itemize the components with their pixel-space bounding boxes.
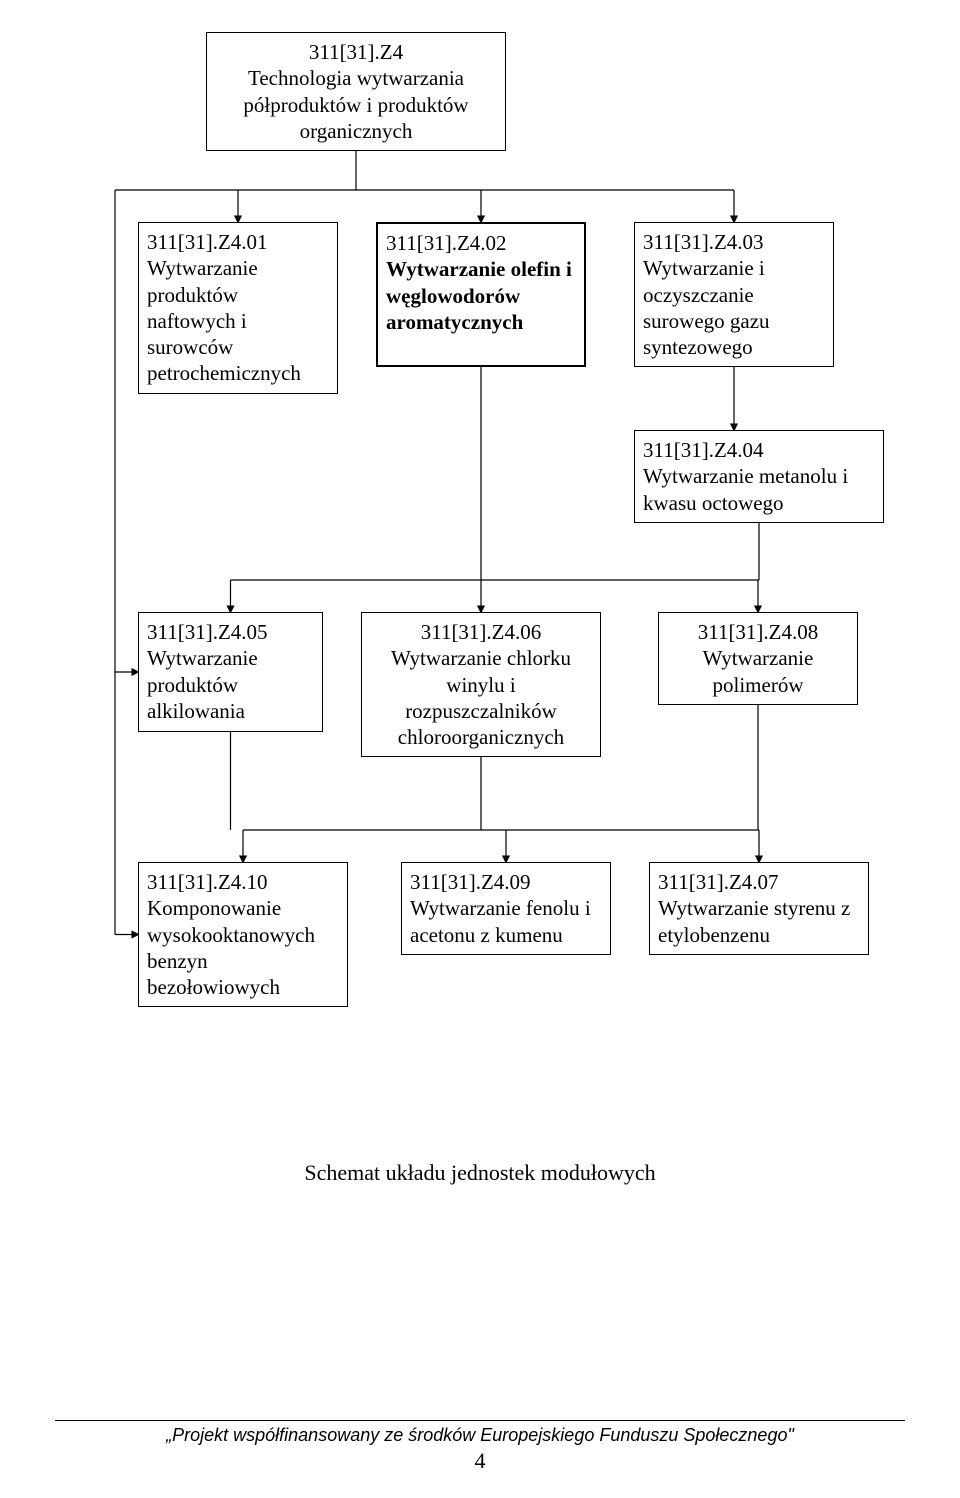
node-text: Wytwarzanie produktów naftowych i surowc… xyxy=(147,256,301,385)
node-code: 311[31].Z4.03 xyxy=(643,230,764,254)
node-code: 311[31].Z4.08 xyxy=(698,620,819,644)
node-code: 311[31].Z4.02 xyxy=(386,231,507,255)
node-code: 311[31].Z4.05 xyxy=(147,620,268,644)
node-text: Technologia wytwarzania półproduktów i p… xyxy=(243,66,468,143)
node-z4-06: 311[31].Z4.06 Wytwarzanie chlorku winylu… xyxy=(361,612,601,757)
node-code: 311[31].Z4.06 xyxy=(421,620,542,644)
node-z4-07: 311[31].Z4.07 Wytwarzanie styrenu z etyl… xyxy=(649,862,869,955)
node-text: Wytwarzanie polimerów xyxy=(703,646,814,696)
node-z4-02: 311[31].Z4.02 Wytwarzanie olefin i węglo… xyxy=(376,222,586,367)
node-code: 311[31].Z4 xyxy=(309,40,403,64)
page-footer: „Projekt współfinansowany ze środków Eur… xyxy=(0,1420,960,1474)
node-text: Komponowanie wysokooktanowych benzyn bez… xyxy=(147,896,315,999)
node-text: Wytwarzanie metanolu i kwasu octowego xyxy=(643,464,848,514)
node-code: 311[31].Z4.07 xyxy=(658,870,779,894)
footer-page-number: 4 xyxy=(0,1448,960,1474)
node-root: 311[31].Z4 Technologia wytwarzania półpr… xyxy=(206,32,506,151)
node-z4-01: 311[31].Z4.01 Wytwarzanie produktów naft… xyxy=(138,222,338,394)
node-code: 311[31].Z4.04 xyxy=(643,438,764,462)
node-z4-04: 311[31].Z4.04 Wytwarzanie metanolu i kwa… xyxy=(634,430,884,523)
node-code: 311[31].Z4.09 xyxy=(410,870,531,894)
footer-rule xyxy=(55,1420,905,1421)
node-text: Wytwarzanie fenolu i acetonu z kumenu xyxy=(410,896,591,946)
node-text: Wytwarzanie styrenu z etylobenzenu xyxy=(658,896,850,946)
node-code: 311[31].Z4.10 xyxy=(147,870,268,894)
node-text: Wytwarzanie i oczyszczanie surowego gazu… xyxy=(643,256,770,359)
node-text: Wytwarzanie olefin i węglowodorów aromat… xyxy=(386,257,572,334)
node-text: Wytwarzanie produktów alkilowania xyxy=(147,646,258,723)
node-z4-10: 311[31].Z4.10 Komponowanie wysokooktanow… xyxy=(138,862,348,1007)
node-z4-03: 311[31].Z4.03 Wytwarzanie i oczyszczanie… xyxy=(634,222,834,367)
node-text: Wytwarzanie chlorku winylu i rozpuszczal… xyxy=(391,646,571,749)
node-z4-05: 311[31].Z4.05 Wytwarzanie produktów alki… xyxy=(138,612,323,732)
footer-quote: „Projekt współfinansowany ze środków Eur… xyxy=(0,1425,960,1446)
node-z4-09: 311[31].Z4.09 Wytwarzanie fenolu i aceto… xyxy=(401,862,611,955)
diagram-caption: Schemat układu jednostek modułowych xyxy=(0,1160,960,1186)
node-code: 311[31].Z4.01 xyxy=(147,230,268,254)
node-z4-08: 311[31].Z4.08 Wytwarzanie polimerów xyxy=(658,612,858,705)
